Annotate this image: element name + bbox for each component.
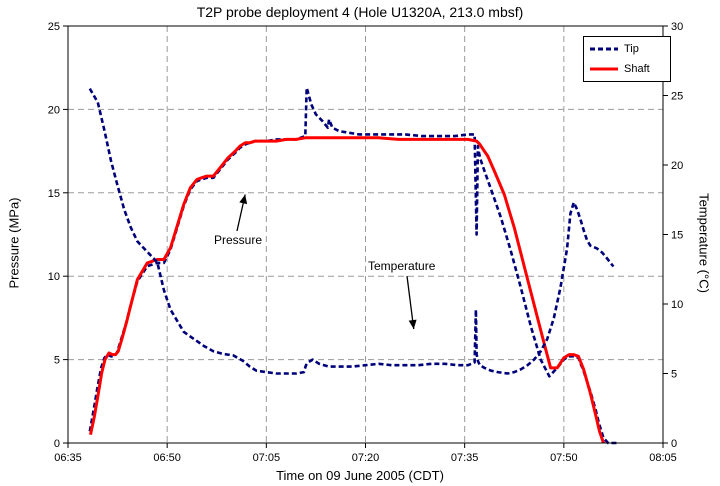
- y-left-tick-label: 0: [54, 438, 60, 450]
- y-left-tick-label: 25: [48, 21, 60, 33]
- legend-label-shaft: Shaft: [624, 63, 650, 75]
- y-right-tick-label: 20: [671, 160, 683, 172]
- arrow-pressure-head: [239, 194, 248, 205]
- grid-lines: [68, 26, 663, 443]
- chart-title: T2P probe deployment 4 (Hole U1320A, 213…: [196, 4, 524, 20]
- series-layer: [88, 86, 617, 445]
- legend-item-tip: Tip: [590, 41, 639, 57]
- y-left-tick-label: 5: [54, 355, 60, 367]
- legend-label-tip: Tip: [624, 43, 639, 55]
- x-tick-label: 08:05: [649, 452, 677, 464]
- series-line-shaft: [89, 136, 605, 444]
- y-right-tick-label: 30: [671, 21, 683, 33]
- annotation-pressure: Pressure: [214, 233, 263, 247]
- axes: [63, 25, 668, 448]
- tick-labels: 06:35 06:50 07:05 07:20 07:35 07:50 08:05 0 5 10 1…: [48, 21, 684, 464]
- y-right-tick-label: 5: [671, 369, 677, 381]
- y-left-tick-label: 15: [48, 188, 60, 200]
- x-tick-label: 06:35: [54, 452, 82, 464]
- y-right-tick-label: 25: [671, 91, 683, 103]
- x-tick-label: 07:35: [451, 452, 479, 464]
- y-right-tick-label: 0: [671, 438, 677, 450]
- y-right-tick-label: 15: [671, 230, 683, 242]
- x-tick-label: 07:50: [550, 452, 578, 464]
- legend-item-shaft: Shaft: [590, 61, 650, 77]
- x-tick-label: 07:20: [352, 452, 380, 464]
- y-right-tick-label: 10: [671, 299, 683, 311]
- x-tick-label: 07:05: [253, 452, 281, 464]
- annotation-arrows: [236, 194, 417, 330]
- legend: Tip Shaft: [583, 36, 671, 82]
- y-left-tick-label: 10: [48, 271, 60, 283]
- y-left-tick-label: 20: [48, 104, 60, 116]
- x-tick-label: 06:50: [153, 452, 181, 464]
- series-line-temperature: [88, 87, 615, 375]
- series-line-tip: [88, 86, 617, 445]
- legend-swatch-shaft: [590, 67, 618, 71]
- x-axis-label: Time on 09 June 2005 (CDT): [276, 468, 444, 483]
- y-axis-left-label: Pressure (MPa): [6, 197, 22, 289]
- y-axis-right-label: Temperature (°C): [696, 193, 712, 293]
- legend-swatch-tip: [590, 47, 618, 51]
- annotation-temperature: Temperature: [368, 259, 436, 273]
- arrow-temperature-head: [408, 319, 417, 330]
